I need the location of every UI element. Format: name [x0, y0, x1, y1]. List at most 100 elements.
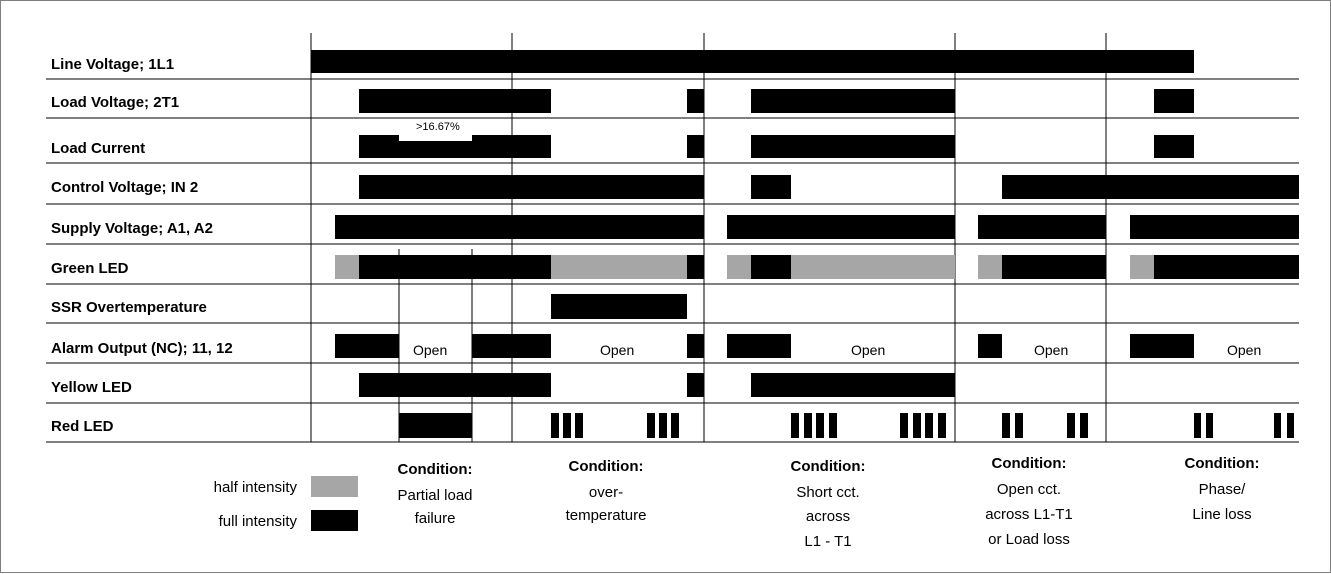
- condition-1-line-2: failure: [415, 510, 456, 527]
- row-label-yellow-led: Yellow LED: [51, 379, 132, 396]
- bar-yellow-led: [359, 373, 551, 397]
- condition-4-line-3: or Load loss: [988, 531, 1070, 548]
- bar-green-led-half: [978, 255, 1002, 279]
- condition-3: Condition: Short cct. across L1 - T1: [791, 458, 866, 550]
- bar-green-led-half: [791, 255, 955, 279]
- bar-supply-voltage: [1130, 215, 1299, 239]
- red-led-pulse: [1206, 413, 1213, 438]
- bar-ssr-overtemperature: [551, 294, 687, 319]
- alarm-open-labels: Open Open Open Open Open: [413, 342, 1261, 358]
- red-led-pulse: [551, 413, 559, 438]
- red-led-pulse: [925, 413, 933, 438]
- red-led-pulse: [804, 413, 812, 438]
- bar-alarm-output: [687, 334, 704, 358]
- condition-5-line-2: Line loss: [1192, 506, 1251, 523]
- open-label-1: Open: [413, 342, 447, 358]
- red-led-pulse: [671, 413, 679, 438]
- bar-green-led-half: [335, 255, 359, 279]
- red-led-pulse: [659, 413, 667, 438]
- legend-full-swatch: [311, 510, 358, 531]
- bar-control-voltage: [751, 175, 791, 199]
- bar-alarm-output: [472, 334, 551, 358]
- row-label-supply-voltage: Supply Voltage; A1, A2: [51, 220, 213, 237]
- condition-1-heading: Condition:: [398, 461, 473, 478]
- signal-bars: [311, 50, 1299, 438]
- bar-control-voltage: [359, 175, 704, 199]
- condition-5-line-1: Phase/: [1199, 481, 1247, 498]
- bar-green-led-half: [1130, 255, 1154, 279]
- condition-5: Condition: Phase/ Line loss: [1185, 455, 1260, 523]
- open-label-5: Open: [1227, 342, 1261, 358]
- bar-yellow-led: [687, 373, 704, 397]
- condition-3-line-1: Short cct.: [796, 484, 859, 501]
- row-labels: Line Voltage; 1L1 Load Voltage; 2T1 Load…: [51, 56, 233, 435]
- bar-load-current: [687, 135, 704, 158]
- condition-3-heading: Condition:: [791, 458, 866, 475]
- legend-full-label: full intensity: [219, 513, 298, 530]
- condition-4-heading: Condition:: [992, 455, 1067, 472]
- condition-4: Condition: Open cct. across L1-T1 or Loa…: [985, 455, 1073, 548]
- red-led-pulse: [1015, 413, 1023, 438]
- legend-half-label: half intensity: [214, 479, 298, 496]
- red-led-pulse: [913, 413, 921, 438]
- bar-green-led-full: [687, 255, 704, 279]
- bar-alarm-output: [335, 334, 399, 358]
- bar-load-current: [1154, 135, 1194, 158]
- condition-2-line-2: temperature: [566, 507, 647, 524]
- condition-3-line-2: across: [806, 508, 850, 525]
- legend: half intensity full intensity: [214, 476, 358, 531]
- bar-supply-voltage: [978, 215, 1106, 239]
- bar-green-led-full: [359, 255, 551, 279]
- bar-supply-voltage: [335, 215, 704, 239]
- row-label-red-led: Red LED: [51, 418, 114, 435]
- bar-green-led-half: [727, 255, 751, 279]
- legend-half-swatch: [311, 476, 358, 497]
- red-led-pulse: [938, 413, 946, 438]
- bar-green-led-full: [751, 255, 791, 279]
- condition-2-heading: Condition:: [569, 458, 644, 475]
- red-led-pulse: [816, 413, 824, 438]
- red-led-pulse: [1067, 413, 1075, 438]
- condition-1-line-1: Partial load: [397, 487, 472, 504]
- open-label-4: Open: [1034, 342, 1068, 358]
- bar-load-current: [472, 135, 551, 158]
- red-led-pulse: [575, 413, 583, 438]
- red-led-pulse: [1274, 413, 1281, 438]
- bar-green-led-full: [1002, 255, 1106, 279]
- condition-4-line-2: across L1-T1: [985, 506, 1073, 523]
- condition-2: Condition: over- temperature: [566, 458, 647, 524]
- bar-load-current: [359, 135, 399, 158]
- red-led-pulse: [1080, 413, 1088, 438]
- bar-alarm-output: [1130, 334, 1194, 358]
- row-label-alarm-output: Alarm Output (NC); 11, 12: [51, 340, 233, 357]
- bar-alarm-output: [727, 334, 791, 358]
- bar-load-voltage: [359, 89, 551, 113]
- bar-load-voltage: [1154, 89, 1194, 113]
- red-led-pulse: [1287, 413, 1294, 438]
- bar-load-current-reduced: [399, 141, 472, 158]
- condition-3-line-3: L1 - T1: [804, 533, 851, 550]
- row-label-load-current: Load Current: [51, 140, 145, 157]
- row-label-control-voltage: Control Voltage; IN 2: [51, 179, 198, 196]
- condition-2-line-1: over-: [589, 484, 623, 501]
- red-led-pulse: [791, 413, 799, 438]
- row-label-line-voltage: Line Voltage; 1L1: [51, 56, 174, 73]
- row-label-load-voltage: Load Voltage; 2T1: [51, 94, 179, 111]
- red-led-pulse: [563, 413, 571, 438]
- open-label-3: Open: [851, 342, 885, 358]
- open-label-2: Open: [600, 342, 634, 358]
- condition-5-heading: Condition:: [1185, 455, 1260, 472]
- bar-load-voltage: [751, 89, 955, 113]
- bar-green-led-full: [1154, 255, 1299, 279]
- red-led-pulse: [1002, 413, 1010, 438]
- row-label-ssr-overtemperature: SSR Overtemperature: [51, 299, 207, 316]
- bar-load-current: [751, 135, 955, 158]
- bar-alarm-output: [978, 334, 1002, 358]
- condition-1: Condition: Partial load failure: [397, 461, 472, 527]
- red-led-pulse: [900, 413, 908, 438]
- red-led-pulse: [829, 413, 837, 438]
- threshold-annotation: >16.67%: [416, 121, 460, 133]
- row-label-green-led: Green LED: [51, 260, 129, 277]
